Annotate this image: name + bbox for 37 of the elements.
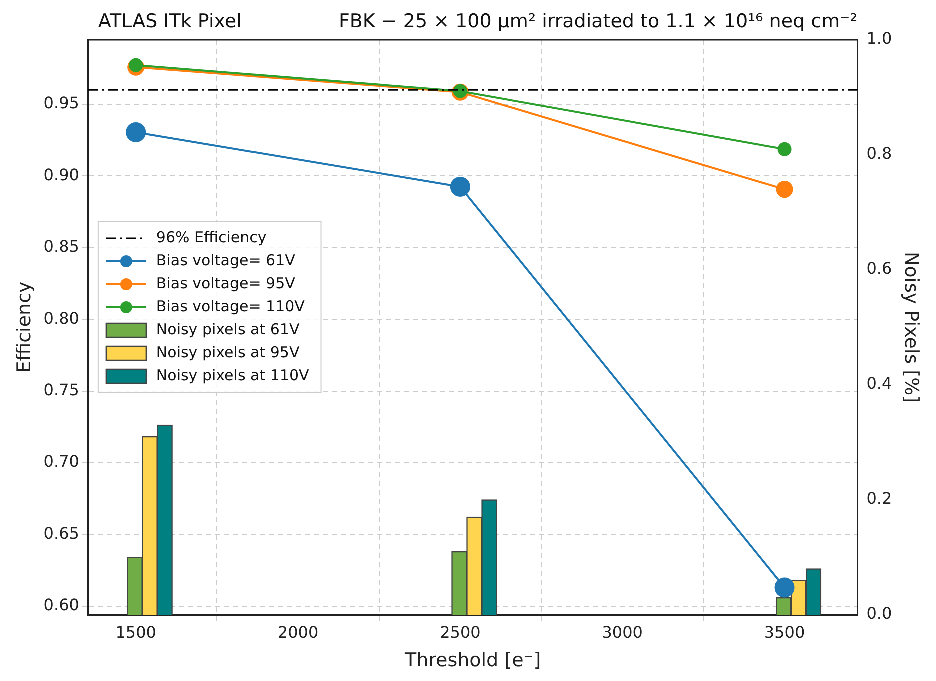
x-tick-label: 3000: [602, 622, 643, 642]
y2-tick-label: 0.8: [866, 144, 892, 164]
point: [129, 58, 144, 72]
chart-title: ATLAS ITk Pixel: [98, 10, 242, 32]
y-tick-label: 0.85: [44, 237, 80, 256]
x-axis-title: Threshold [e⁻]: [404, 650, 542, 672]
legend-label: Bias voltage= 95V: [156, 274, 296, 292]
y2-tick-label: 0.2: [866, 489, 892, 508]
y-tick-label: 0.65: [44, 524, 80, 543]
y-tick-label: 0.60: [44, 596, 80, 615]
x-tick-label: 1500: [116, 622, 156, 642]
x-tick-label: 2000: [278, 622, 319, 642]
y2-tick-label: 0.6: [866, 259, 892, 278]
y-tick-label: 0.90: [44, 165, 80, 184]
y-tick-label: 0.80: [44, 308, 80, 328]
y-tick-label: 0.70: [44, 452, 80, 472]
y2-tick-label: 0.4: [866, 374, 892, 394]
legend-label: Noisy pixels at 61V: [156, 320, 300, 338]
y-axis-title: Efficiency: [13, 282, 36, 374]
y-tick-label: 0.95: [44, 94, 80, 113]
legend-label: 96% Efficiency: [156, 228, 267, 246]
x-tick-label: 2500: [440, 622, 481, 642]
legend-label: Bias voltage= 61V: [156, 251, 296, 270]
y2-tick-label: 1.0: [866, 29, 892, 48]
point: [126, 122, 146, 142]
y2-axis-title: Noisy Pixels [%]: [900, 252, 923, 404]
point: [778, 142, 792, 156]
point: [774, 578, 795, 598]
chart-subtitle: FBK − 25 × 100 µm² irradiated to 1.1 × 10¹⁶ neq cm⁻²: [338, 10, 858, 32]
legend-label: Noisy pixels at 110V: [156, 366, 310, 384]
legend-label: Bias voltage= 110V: [156, 297, 306, 316]
x-tick-label: 3500: [764, 622, 806, 642]
point: [776, 181, 794, 198]
y2-tick-label: 0.0: [866, 604, 892, 624]
legend-label: Noisy pixels at 95V: [156, 343, 300, 362]
y-tick-label: 0.75: [44, 380, 80, 400]
point: [450, 176, 470, 197]
